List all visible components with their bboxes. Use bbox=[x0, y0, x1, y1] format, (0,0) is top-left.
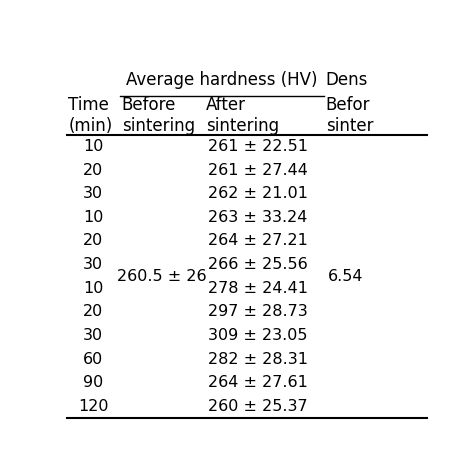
Text: 260 ± 25.37: 260 ± 25.37 bbox=[208, 399, 308, 414]
Text: 266 ± 25.56: 266 ± 25.56 bbox=[208, 257, 308, 272]
Text: After
sintering: After sintering bbox=[206, 96, 279, 135]
Text: 30: 30 bbox=[83, 186, 103, 201]
Text: 278 ± 24.41: 278 ± 24.41 bbox=[208, 281, 308, 296]
Text: 20: 20 bbox=[83, 234, 103, 248]
Text: Average hardness (HV): Average hardness (HV) bbox=[126, 71, 318, 89]
Text: 10: 10 bbox=[83, 281, 103, 296]
Text: 30: 30 bbox=[83, 257, 103, 272]
Text: 60: 60 bbox=[83, 352, 103, 366]
Text: Before
sintering: Before sintering bbox=[122, 96, 195, 135]
Text: 260.5 ± 26: 260.5 ± 26 bbox=[117, 269, 207, 284]
Text: 261 ± 22.51: 261 ± 22.51 bbox=[208, 139, 308, 154]
Text: 10: 10 bbox=[83, 210, 103, 225]
Text: 261 ± 27.44: 261 ± 27.44 bbox=[208, 163, 308, 178]
Text: 10: 10 bbox=[83, 139, 103, 154]
Text: 30: 30 bbox=[83, 328, 103, 343]
Text: 20: 20 bbox=[83, 163, 103, 178]
Text: 264 ± 27.21: 264 ± 27.21 bbox=[208, 234, 308, 248]
Text: Befor
sinter: Befor sinter bbox=[326, 96, 373, 135]
Text: 6.54: 6.54 bbox=[328, 269, 363, 284]
Text: 262 ± 21.01: 262 ± 21.01 bbox=[208, 186, 308, 201]
Text: 263 ± 33.24: 263 ± 33.24 bbox=[208, 210, 308, 225]
Text: 264 ± 27.61: 264 ± 27.61 bbox=[208, 375, 308, 390]
Text: 120: 120 bbox=[78, 399, 109, 414]
Text: 90: 90 bbox=[83, 375, 103, 390]
Text: Time
(min): Time (min) bbox=[68, 96, 113, 135]
Text: Dens: Dens bbox=[326, 71, 368, 89]
Text: 282 ± 28.31: 282 ± 28.31 bbox=[208, 352, 308, 366]
Text: 20: 20 bbox=[83, 304, 103, 319]
Text: 297 ± 28.73: 297 ± 28.73 bbox=[208, 304, 308, 319]
Text: 309 ± 23.05: 309 ± 23.05 bbox=[208, 328, 308, 343]
